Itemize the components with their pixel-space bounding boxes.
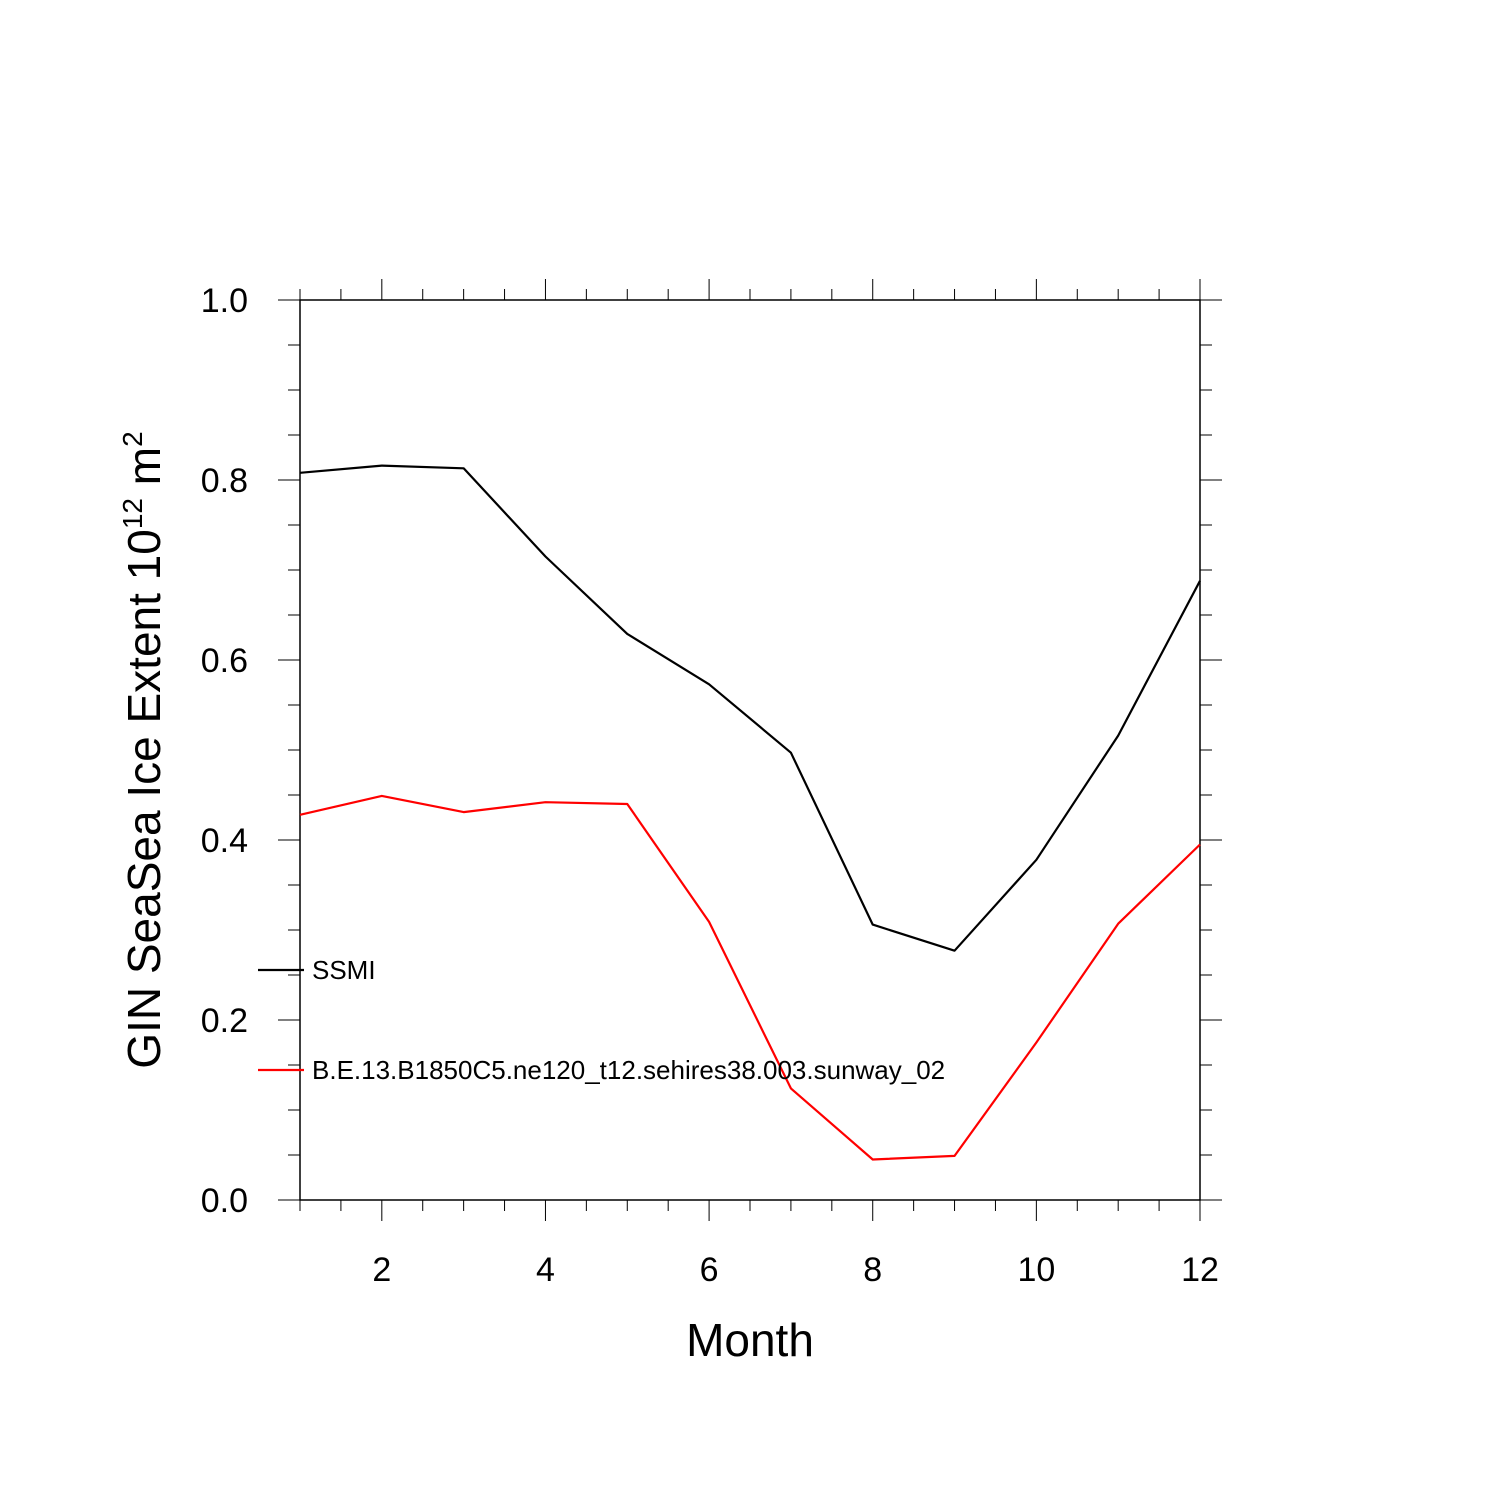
y-tick-label: 0.8 (201, 462, 248, 500)
x-tick-label: 4 (536, 1251, 555, 1289)
legend-label: SSMI (312, 955, 376, 985)
series-lines (299, 464, 1201, 1161)
y-tick-labels: 0.0 0.2 0.4 0.6 0.8 1.0 (201, 282, 248, 1220)
y-tick-label: 0.4 (201, 822, 248, 860)
y-axis-title-unit: m (118, 447, 170, 498)
x-tick-label: 8 (863, 1251, 882, 1289)
y-tick-label: 0.0 (201, 1182, 248, 1220)
y-axis-title: GIN SeaSea Ice Extent 1012 m2 (117, 431, 170, 1068)
y-tick-label: 0.2 (201, 1002, 248, 1040)
legend-label: B.E.13.B1850C5.ne120_t12.sehires38.003.s… (312, 1055, 945, 1085)
series-line-model (299, 794, 1201, 1161)
y-tick-label: 1.0 (201, 282, 248, 320)
axis-ticks (278, 279, 1222, 1221)
x-tick-labels: 2 4 6 8 10 12 (372, 1251, 1219, 1289)
y-tick-label: 0.6 (201, 642, 248, 680)
x-tick-label: 10 (1017, 1251, 1055, 1289)
x-tick-label: 2 (372, 1251, 391, 1289)
y-axis-title-unit-exponent: 2 (117, 431, 148, 447)
series-line-ssmi (299, 464, 1201, 952)
x-tick-label: 6 (700, 1251, 719, 1289)
y-axis-title-main: GIN SeaSea Ice Extent 10 (118, 529, 170, 1069)
x-axis-title: Month (686, 1314, 814, 1366)
x-tick-label: 12 (1181, 1251, 1219, 1289)
y-axis-title-exponent: 12 (117, 498, 148, 529)
legend: SSMI B.E.13.B1850C5.ne120_t12.sehires38.0… (258, 955, 945, 1085)
